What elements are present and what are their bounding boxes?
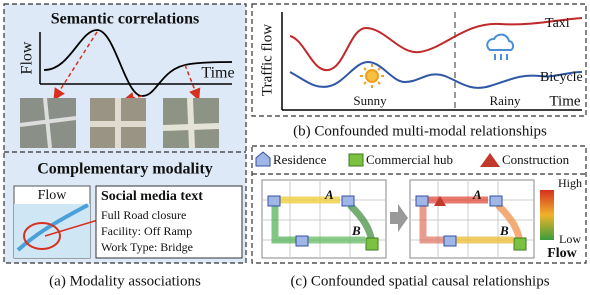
legend-label: Commercial hub (366, 152, 453, 167)
legend-icons-part (256, 152, 270, 166)
condition-label: Sunny (353, 93, 387, 108)
node-label: B (499, 223, 509, 238)
map-right-part (514, 238, 526, 250)
map-right (410, 180, 534, 258)
axis-label: Time (549, 93, 580, 109)
colorbar-label: High (558, 176, 582, 190)
map-right-part (416, 196, 428, 206)
legend-icons-part (349, 154, 363, 166)
figure: Semantic correlations Flow Time Compleme… (0, 0, 590, 295)
caption: (c) Confounded spatial causal relationsh… (290, 273, 549, 289)
node-label: B (351, 223, 361, 238)
legend-icons-part (480, 153, 500, 167)
axis-label: Traffic flow (259, 24, 275, 96)
rain-icon-part (487, 35, 513, 50)
bicycle-curve (290, 62, 582, 88)
text-line: Full Road closure (101, 208, 186, 222)
caption: (a) Modality associations (49, 273, 201, 289)
rain-icon-part (495, 54, 507, 60)
condition-label: Rainy (489, 93, 521, 108)
map-left-part (366, 238, 378, 250)
rain-icon (487, 35, 513, 60)
sun-icon-part (366, 70, 378, 82)
transition-arrow (390, 204, 408, 232)
map-label: Flow (38, 188, 68, 203)
text-line: Work Type: Bridge (101, 240, 193, 254)
map-left-part (268, 196, 280, 206)
legend-label: Residence (273, 152, 327, 167)
text-box-title: Social media text (101, 189, 203, 204)
section-title: Semantic correlations (51, 11, 200, 28)
map-left-part (342, 196, 354, 206)
satellite-images (20, 98, 219, 148)
node-label: A (472, 187, 482, 202)
node-label: A (324, 187, 334, 202)
map-left-part (296, 236, 308, 246)
colorbar-title: Flow (547, 246, 577, 261)
panel-b: Traffic flow Taxi Bicycle Sunny Rainy Ti… (252, 4, 586, 139)
map-right-part (444, 236, 456, 246)
caption: (b) Confounded multi-modal relationships (293, 123, 547, 139)
map-right-part (490, 196, 502, 206)
colorbar-label: Low (559, 232, 581, 246)
colorbar (540, 190, 554, 240)
series-label: Taxi (545, 16, 570, 31)
text-line: Facility: Off Ramp (101, 224, 192, 238)
map-left (262, 180, 386, 258)
panel-c: Residence Commercial hub Construction A … (252, 146, 586, 289)
taxi-curve (290, 18, 582, 70)
legend-label: Construction (502, 152, 570, 167)
series-label: Bicycle (540, 70, 583, 85)
panel-b-border (252, 4, 586, 116)
axis-label: Time (201, 65, 234, 82)
panel-a: Semantic correlations Flow Time Compleme… (4, 4, 246, 289)
section-title: Complementary modality (37, 161, 213, 178)
axis-label: Flow (19, 41, 36, 74)
